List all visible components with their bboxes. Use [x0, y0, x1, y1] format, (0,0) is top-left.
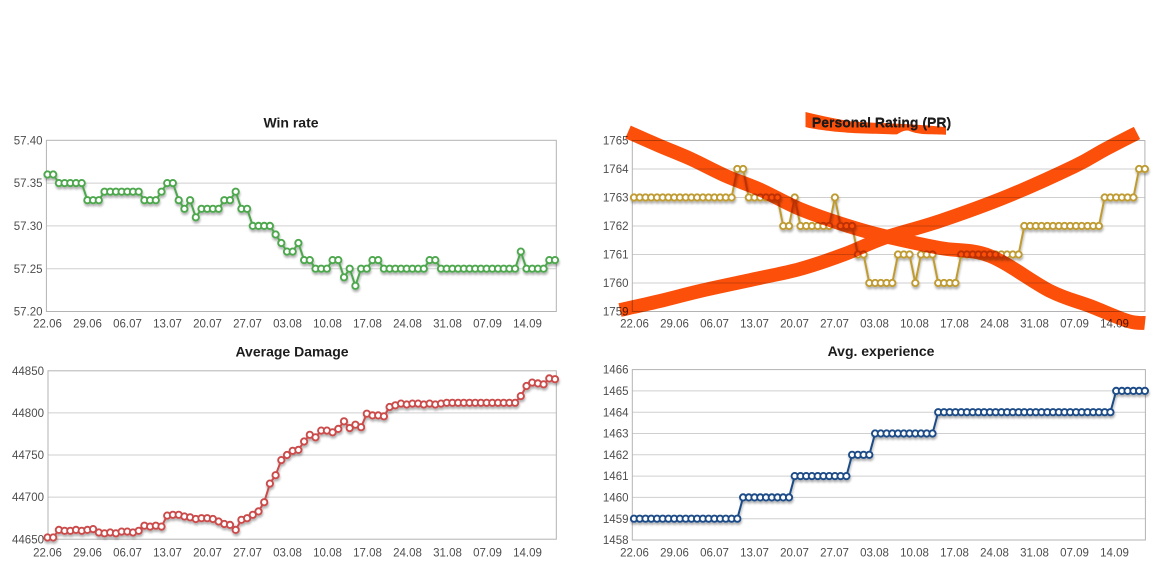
svg-text:13.07: 13.07 [740, 319, 769, 331]
svg-text:31.08: 31.08 [1020, 548, 1049, 560]
svg-text:29.06: 29.06 [73, 319, 102, 331]
svg-text:29.06: 29.06 [73, 548, 102, 560]
svg-text:44750: 44750 [12, 450, 44, 462]
svg-text:1461: 1461 [603, 471, 629, 483]
svg-text:24.08: 24.08 [980, 319, 1009, 331]
svg-text:1459: 1459 [603, 514, 629, 526]
svg-text:24.08: 24.08 [980, 548, 1009, 560]
svg-text:27.07: 27.07 [233, 319, 262, 331]
svg-text:17.08: 17.08 [940, 548, 969, 560]
svg-text:14.09: 14.09 [1100, 548, 1129, 560]
svg-text:03.08: 03.08 [273, 548, 302, 560]
svg-text:14.09: 14.09 [513, 548, 542, 560]
svg-text:1464: 1464 [603, 407, 629, 419]
svg-text:22.06: 22.06 [33, 319, 62, 331]
svg-text:29.06: 29.06 [660, 548, 689, 560]
svg-text:1458: 1458 [603, 535, 629, 547]
svg-text:10.08: 10.08 [313, 548, 342, 560]
svg-text:31.08: 31.08 [433, 319, 462, 331]
svg-text:20.07: 20.07 [193, 548, 222, 560]
svg-text:1465: 1465 [603, 386, 629, 398]
svg-text:44800: 44800 [12, 408, 44, 420]
svg-text:07.09: 07.09 [1060, 319, 1089, 331]
svg-text:10.08: 10.08 [900, 319, 929, 331]
svg-text:22.06: 22.06 [33, 548, 62, 560]
svg-text:57.35: 57.35 [14, 178, 43, 190]
svg-text:57.40: 57.40 [14, 135, 43, 147]
svg-text:03.08: 03.08 [273, 319, 302, 331]
svg-text:1466: 1466 [603, 365, 629, 377]
svg-text:20.07: 20.07 [780, 319, 809, 331]
svg-text:44650: 44650 [12, 534, 44, 546]
svg-text:1765: 1765 [603, 136, 629, 148]
svg-text:1760: 1760 [603, 278, 629, 290]
svg-text:10.08: 10.08 [900, 548, 929, 560]
svg-text:57.20: 57.20 [14, 307, 43, 319]
svg-text:14.09: 14.09 [513, 319, 542, 331]
svg-text:06.07: 06.07 [700, 319, 729, 331]
svg-text:06.07: 06.07 [113, 548, 142, 560]
svg-text:Win rate: Win rate [263, 114, 318, 130]
svg-text:13.07: 13.07 [153, 548, 182, 560]
svg-text:31.08: 31.08 [1020, 319, 1049, 331]
svg-text:06.07: 06.07 [700, 548, 729, 560]
svg-text:06.07: 06.07 [113, 319, 142, 331]
svg-text:44700: 44700 [12, 492, 44, 504]
svg-text:1462: 1462 [603, 450, 629, 462]
svg-text:24.08: 24.08 [393, 548, 422, 560]
svg-text:Personal Rating (PR): Personal Rating (PR) [812, 114, 951, 130]
svg-text:24.08: 24.08 [393, 319, 422, 331]
svg-text:57.25: 57.25 [14, 264, 43, 276]
svg-text:20.07: 20.07 [780, 548, 809, 560]
svg-text:1764: 1764 [603, 164, 629, 176]
svg-text:17.08: 17.08 [940, 319, 969, 331]
svg-text:27.07: 27.07 [820, 548, 849, 560]
svg-text:31.08: 31.08 [433, 548, 462, 560]
svg-text:57.30: 57.30 [14, 221, 43, 233]
svg-text:1460: 1460 [603, 493, 629, 505]
svg-text:13.07: 13.07 [740, 548, 769, 560]
svg-text:03.08: 03.08 [860, 319, 889, 331]
svg-text:29.06: 29.06 [660, 319, 689, 331]
svg-text:Average Damage: Average Damage [235, 344, 348, 360]
svg-text:17.08: 17.08 [353, 548, 382, 560]
svg-text:1761: 1761 [603, 250, 629, 262]
svg-text:1463: 1463 [603, 429, 629, 441]
svg-text:22.06: 22.06 [620, 548, 649, 560]
svg-text:07.09: 07.09 [1060, 548, 1089, 560]
svg-text:03.08: 03.08 [860, 548, 889, 560]
svg-text:Avg. experience: Avg. experience [828, 343, 935, 359]
svg-text:1763: 1763 [603, 193, 629, 205]
svg-text:22.06: 22.06 [620, 319, 649, 331]
svg-text:27.07: 27.07 [820, 319, 849, 331]
svg-text:13.07: 13.07 [153, 319, 182, 331]
svg-text:20.07: 20.07 [193, 319, 222, 331]
svg-text:07.09: 07.09 [473, 319, 502, 331]
svg-text:1762: 1762 [603, 221, 629, 233]
svg-text:10.08: 10.08 [313, 319, 342, 331]
svg-text:27.07: 27.07 [233, 548, 262, 560]
svg-text:44850: 44850 [12, 366, 44, 378]
svg-text:17.08: 17.08 [353, 319, 382, 331]
svg-text:07.09: 07.09 [473, 548, 502, 560]
